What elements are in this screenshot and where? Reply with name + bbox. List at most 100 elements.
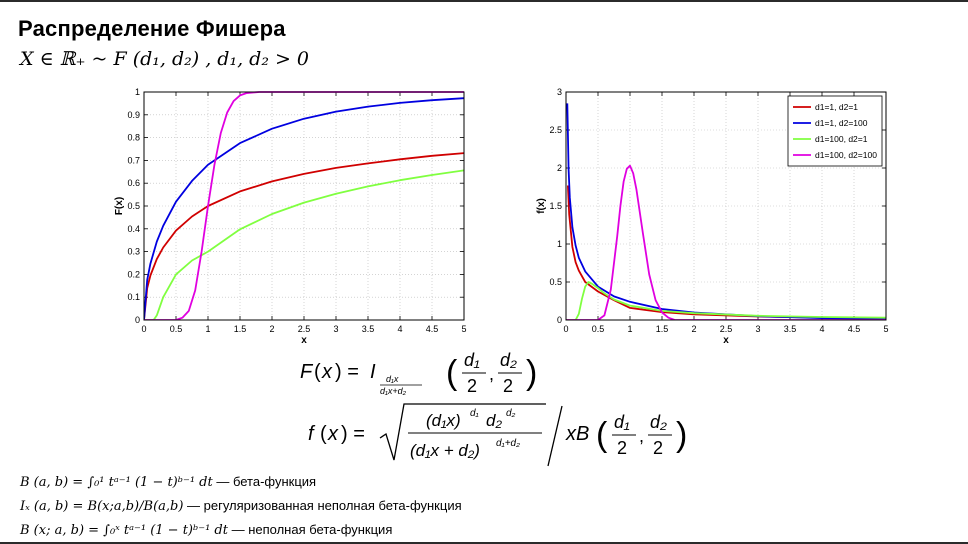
definition-math: B (a, b) = ∫₀¹ tᵃ⁻¹ (1 − t)ᵇ⁻¹ dt (20, 475, 213, 490)
svg-text:) =: ) = (341, 423, 365, 445)
y-tick-label: 1 (135, 88, 140, 97)
definition-incomplete-beta: B (x; a, b) = ∫₀ˣ tᵃ⁻¹ (1 − t)ᵇ⁻¹ dt — н… (20, 518, 462, 542)
svg-text:2: 2 (653, 438, 663, 458)
svg-text:d₁: d₁ (614, 412, 630, 432)
svg-text:d₂: d₂ (650, 412, 667, 432)
series-line-green (566, 281, 886, 320)
svg-text:d₁: d₁ (464, 350, 480, 370)
slide-title: Распределение Фишера (18, 16, 286, 41)
x-tick-label: 2 (691, 324, 696, 334)
legend-label: d1=1, d2=100 (815, 118, 868, 128)
x-tick-label: 1 (205, 324, 210, 334)
cdf-chart: 0 0.5 1 1.5 2 2.5 3 3.5 4 4.5 5 0 0.1 0.2 0.3 0.4 0.5 0.6… (114, 88, 467, 344)
definition-math: B (x; a, b) = ∫₀ˣ tᵃ⁻¹ (1 − t)ᵇ⁻¹ dt (20, 523, 228, 538)
y-tick-label: 0.9 (127, 110, 140, 120)
x-tick-label: 3.5 (362, 324, 375, 334)
svg-text:) =: ) = (335, 361, 359, 383)
y-axis-label: f(x) (536, 198, 547, 214)
svg-text:d₁: d₁ (470, 408, 479, 419)
svg-text:x: x (321, 361, 333, 383)
svg-text:I: I (370, 361, 376, 383)
y-tick-label: 2.5 (549, 125, 562, 135)
svg-text:d₂: d₂ (486, 411, 502, 430)
y-tick-label: 1 (557, 239, 562, 249)
x-tick-label: 2.5 (720, 324, 733, 334)
x-tick-label: 0 (141, 324, 146, 334)
svg-text:,: , (489, 364, 494, 384)
y-tick-label: 0.5 (549, 277, 562, 287)
x-tick-label: 0 (563, 324, 568, 334)
y-axis-label: F(x) (114, 197, 125, 215)
x-tick-label: 2.5 (298, 324, 311, 334)
svg-text:2: 2 (617, 438, 627, 458)
x-axis-label: x (723, 335, 729, 344)
svg-text:2: 2 (467, 376, 477, 396)
svg-text:d₂: d₂ (506, 408, 516, 419)
y-tick-label: 0.7 (127, 155, 140, 165)
x-tick-label: 0.5 (592, 324, 605, 334)
svg-text:(d₁x + d₂): (d₁x + d₂) (410, 441, 480, 460)
x-tick-label: 3 (755, 324, 760, 334)
svg-text:xB: xB (565, 423, 589, 445)
definition-text: — бета-функция (212, 474, 317, 489)
x-tick-label: 1.5 (234, 324, 247, 334)
svg-text:(: ( (596, 416, 608, 454)
x-tick-label: 4.5 (426, 324, 439, 334)
svg-text:d₂: d₂ (500, 350, 517, 370)
definitions-list: B (a, b) = ∫₀¹ tᵃ⁻¹ (1 − t)ᵇ⁻¹ dt — бета… (20, 470, 462, 542)
y-tick-label: 0 (557, 315, 562, 325)
svg-text:d₁x+d₂: d₁x+d₂ (380, 386, 407, 396)
y-tick-label: 0.1 (127, 292, 140, 302)
svg-text:): ) (676, 416, 687, 454)
x-tick-label: 3.5 (784, 324, 797, 334)
x-tick-label: 4.5 (848, 324, 861, 334)
y-tick-label: 0.6 (127, 178, 140, 188)
legend-label: d1=100, d2=1 (815, 134, 868, 144)
cdf-formula: F(x) = I_{d₁x/(d₁x+d₂)} (d₁/2, d₂/2) F (… (300, 350, 537, 396)
svg-text:(: ( (320, 423, 327, 445)
definition-regularized-beta: Iₓ (a, b) = B(x;a,b)/B(a,b) — регуляризо… (20, 494, 462, 518)
y-tick-label: 3 (557, 88, 562, 97)
svg-text:2: 2 (503, 376, 513, 396)
svg-text:(: ( (446, 354, 458, 392)
x-tick-label: 4 (819, 324, 824, 334)
axes-frame (143, 91, 465, 321)
svg-text:F: F (300, 361, 314, 383)
x-tick-label: 1 (627, 324, 632, 334)
definition-math: Iₓ (a, b) = B(x;a,b)/B(a,b) (20, 499, 184, 514)
x-tick-label: 0.5 (170, 324, 183, 334)
y-tick-label: 1.5 (549, 201, 562, 211)
svg-text:,: , (639, 426, 644, 446)
definition-text: — неполная бета-функция (227, 522, 393, 537)
x-tick-label: 3 (333, 324, 338, 334)
svg-text:(d₁x): (d₁x) (426, 411, 461, 430)
definition-text: — регуляризованная неполная бета-функция (183, 498, 462, 513)
series-line-green (144, 169, 464, 320)
pdf-formula: f(x) = √[(d₁x)^d₁ d₂^d₂ / (d₁x+d₂)^(d₁+d… (308, 403, 687, 467)
svg-text:(: ( (314, 361, 321, 383)
svg-text:d₁x: d₁x (386, 374, 399, 384)
x-axis-label: x (301, 335, 307, 344)
x-tick-label: 4 (397, 324, 402, 334)
svg-text:f: f (308, 423, 316, 445)
x-tick-label: 5 (883, 324, 888, 334)
series-line-magenta (144, 91, 464, 320)
svg-text:): ) (526, 354, 537, 392)
pdf-chart: 0 0.5 1 1.5 2 2.5 3 3.5 4 4.5 5 0 0.5 1 1.5 2 2.5 3 x f(x) d… (536, 88, 889, 344)
bottom-rule (0, 542, 968, 544)
slide-subtitle: X ∈ ℝ₊ ~ F (d₁, d₂) , d₁, d₂ > 0 (20, 48, 310, 70)
x-tick-label: 2 (269, 324, 274, 334)
y-tick-label: 0 (135, 315, 140, 325)
top-rule (0, 0, 968, 2)
y-tick-label: 0.4 (127, 224, 140, 234)
svg-text:x: x (327, 423, 339, 445)
legend-label: d1=1, d2=1 (815, 102, 858, 112)
y-tick-label: 0.2 (127, 269, 140, 279)
x-tick-label: 1.5 (656, 324, 669, 334)
series-line-blue (144, 97, 464, 320)
axes-frame (565, 91, 887, 321)
y-tick-label: 0.3 (127, 247, 140, 257)
series-line-magenta (566, 164, 886, 320)
legend-label: d1=100, d2=100 (815, 150, 877, 160)
definition-beta: B (a, b) = ∫₀¹ tᵃ⁻¹ (1 − t)ᵇ⁻¹ dt — бета… (20, 470, 462, 494)
